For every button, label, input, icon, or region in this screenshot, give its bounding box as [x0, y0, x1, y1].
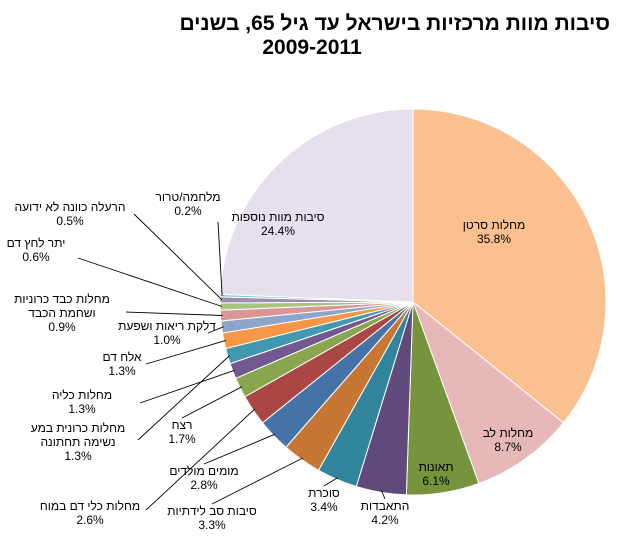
slice-value-label: 1.3%: [64, 449, 92, 463]
slice-category-label: מחלות לב: [483, 426, 534, 440]
leader-line: [125, 311, 223, 316]
pie-slice: [219, 108, 414, 303]
leader-line: [145, 339, 227, 365]
pie-slices: [219, 108, 607, 496]
slice-category-label: מחלות כבד כרוניות: [14, 292, 110, 306]
slice-value-label: 1.3%: [108, 364, 136, 378]
slice-category-label: ושחמת הכבד: [28, 306, 95, 320]
leader-line: [145, 408, 256, 511]
slice-value-label: 2.8%: [190, 478, 218, 492]
slice-value-label: 8.7%: [494, 440, 522, 454]
slice-value-label: 35.8%: [477, 232, 511, 246]
leader-line: [181, 386, 243, 419]
slice-value-label: 4.2%: [371, 513, 399, 527]
slice-category-label: מחלות כלי דם במוח: [40, 499, 140, 513]
slice-value-label: 0.2%: [174, 204, 202, 218]
leader-line: [133, 213, 223, 301]
slice-value-label: 2.6%: [76, 513, 104, 527]
slice-category-label: מלחמה/טרור: [155, 190, 220, 204]
slice-value-label: 3.3%: [198, 518, 226, 532]
slice-category-label: אלח דם: [102, 350, 142, 364]
slice-value-label: 0.9%: [48, 320, 76, 334]
slice-category-label: דלקת ריאות ושפעת: [118, 319, 216, 333]
pie-slice: [412, 108, 607, 424]
slice-category-label: סוכרת: [308, 486, 340, 500]
slice-category-label: רצח: [172, 418, 193, 432]
slice-category-label: תאונות: [418, 460, 453, 474]
slice-category-label: מחלות סרטן: [463, 218, 525, 232]
slice-category-label: התאבדות: [361, 499, 410, 513]
slice-value-label: 0.6%: [22, 250, 50, 264]
leader-line: [323, 477, 339, 487]
chart-title: סיבות מוות מרכזיות בישראל עד גיל 65, בשנ…: [179, 12, 610, 35]
leader-line: [207, 326, 224, 334]
slice-category-label: סיבות סב לידתיות: [167, 504, 257, 518]
leader-line: [137, 355, 231, 441]
slice-category-label: מחלות כרונית במע: [31, 421, 126, 435]
leader-line: [211, 457, 304, 505]
chart-subtitle: 2009-2011: [262, 36, 362, 59]
slice-category-label: מומים מולדים: [169, 464, 238, 478]
slice-category-label: יתר לחץ דם: [7, 236, 66, 250]
leader-lines: [77, 213, 386, 511]
slice-value-label: 1.0%: [153, 333, 181, 347]
slice-category-label: סיבות מוות נוספות: [231, 210, 324, 224]
slice-value-label: 6.1%: [422, 474, 450, 488]
slice-category-label: מחלות כליה: [52, 388, 112, 402]
pie-slice: [411, 300, 565, 485]
slice-value-label: 3.4%: [310, 500, 338, 514]
slice-value-label: 0.5%: [56, 214, 84, 228]
slice-value-label: 1.3%: [68, 402, 96, 416]
slice-category-label: הרעלה כוונה לא ידועה: [15, 200, 126, 214]
slice-value-label: 1.7%: [168, 432, 196, 446]
leader-line: [217, 221, 223, 296]
slice-value-label: 24.4%: [261, 224, 295, 238]
leader-line: [77, 257, 223, 307]
slice-category-label: נשימה תחתונה: [40, 435, 115, 449]
leader-line: [139, 369, 235, 404]
leader-line: [203, 433, 276, 465]
leader-line: [380, 490, 386, 500]
